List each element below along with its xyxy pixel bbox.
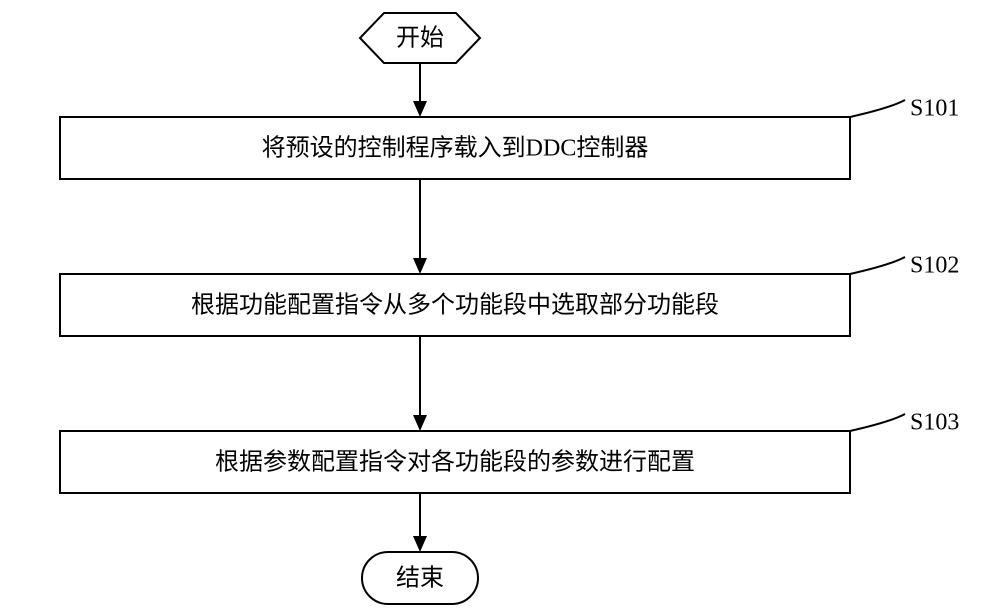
step-text: 根据参数配置指令对各功能段的参数进行配置	[215, 449, 695, 476]
end-label: 结束	[396, 565, 444, 592]
step-id-label: S101	[910, 96, 959, 122]
start-label: 开始	[396, 25, 444, 52]
step-text: 根据功能配置指令从多个功能段中选取部分功能段	[191, 292, 719, 319]
step-text: 将预设的控制程序载入到DDC控制器	[262, 135, 649, 162]
step-id-label: S102	[910, 253, 959, 279]
step-id-label: S103	[910, 410, 959, 436]
